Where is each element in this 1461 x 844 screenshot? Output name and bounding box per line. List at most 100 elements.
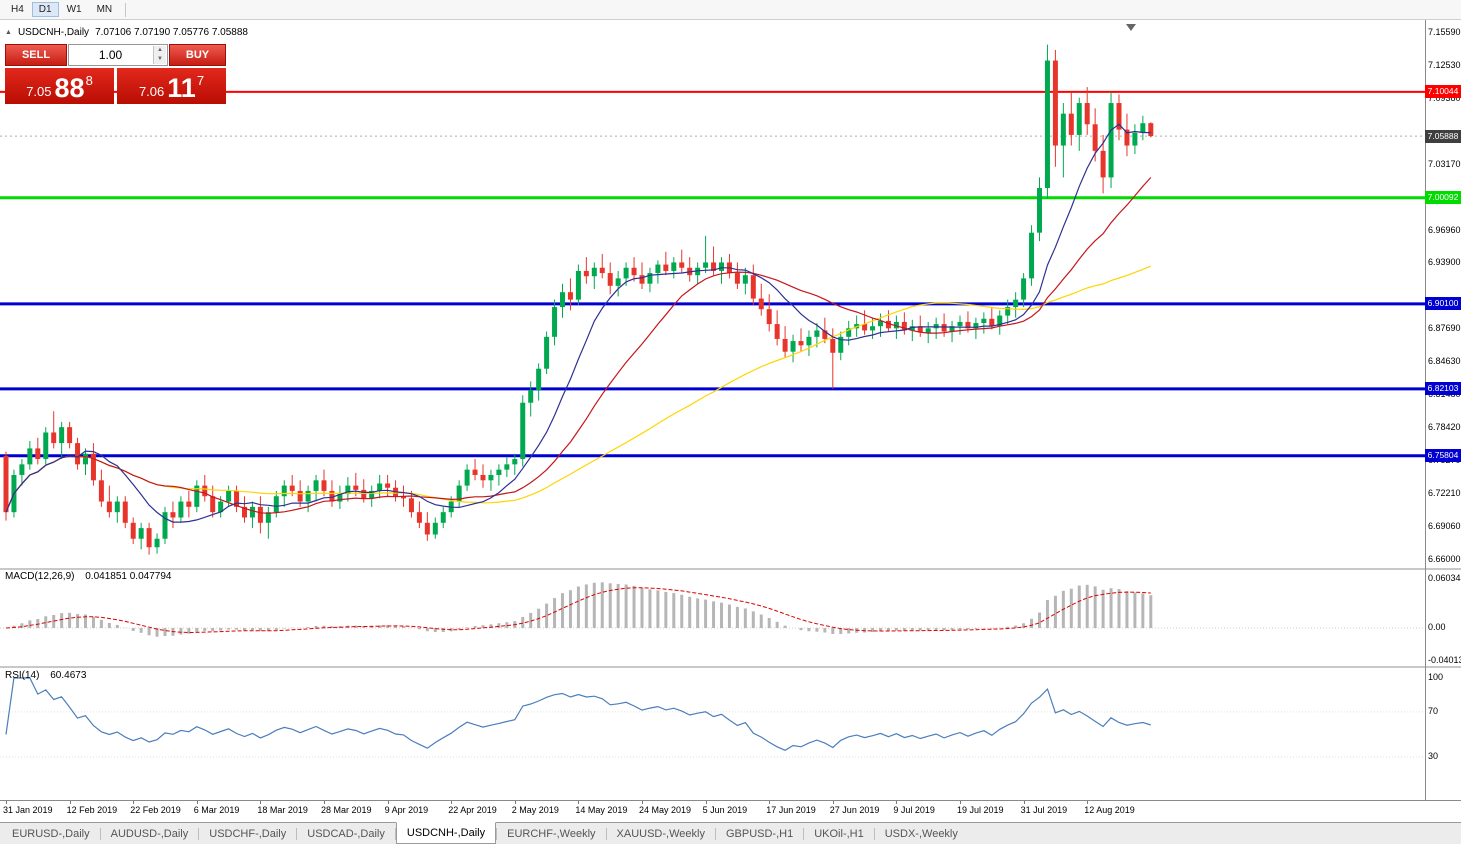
chart-window[interactable]: ▲ USDCNH-,Daily 7.07106 7.07190 7.05776 … [0, 20, 1461, 822]
buy-price-head: 7.06 [138, 84, 165, 99]
chart-tab-usdchf-daily[interactable]: USDCHF-,Daily [209, 827, 287, 840]
rsi-scale-label: 70 [1428, 705, 1439, 716]
hline-price-tag[interactable]: 6.75804 [1425, 449, 1461, 463]
rsi-indicator-label: RSI(14) 60.4673 [5, 670, 86, 681]
tab-separator [496, 827, 498, 840]
date-label: 5 Jun 2019 [702, 805, 748, 815]
tab-separator [605, 827, 607, 840]
buy-price-big: 11 [167, 73, 196, 103]
sell-price-button[interactable]: 7.05 88 8 [5, 68, 114, 104]
collapse-trade-panel-icon[interactable]: ▲ [5, 29, 12, 36]
sell-button[interactable]: SELL [5, 44, 67, 66]
price-axis-label: 7.03170 [1428, 158, 1461, 169]
date-label: 24 May 2019 [639, 805, 692, 815]
price-axis-label: 6.96960 [1428, 224, 1461, 235]
chart-tab-bar: EURUSD-,Daily AUDUSD-,Daily USDCHF-,Daily U… [0, 822, 1461, 844]
date-tick [1087, 801, 1089, 804]
date-tick [133, 801, 135, 804]
date-tick [705, 801, 707, 804]
date-tick [769, 801, 771, 804]
hline-price-tag[interactable]: 6.90100 [1425, 297, 1461, 311]
date-label: 6 Mar 2019 [193, 805, 240, 815]
chart-tab-eurchf-weekly[interactable]: EURCHF-,Weekly [507, 827, 596, 840]
date-label: 27 Jun 2019 [829, 805, 880, 815]
date-label: 12 Feb 2019 [66, 805, 118, 815]
rsi-scale-label: 100 [1428, 672, 1444, 682]
chart-title: ▲ USDCNH-,Daily 7.07106 7.07190 7.05776 … [5, 27, 248, 38]
volume-field: ▲ ▼ [68, 44, 168, 66]
timeframe-button-mn[interactable]: MN [96, 4, 113, 15]
price-axis-label: 6.72210 [1428, 487, 1461, 498]
date-tick [896, 801, 898, 804]
price-axis-label: 6.93900 [1428, 257, 1461, 268]
date-label: 28 Mar 2019 [321, 805, 372, 815]
date-tick [387, 801, 389, 804]
toolbar-separator [125, 2, 127, 17]
date-label: 31 Jan 2019 [3, 805, 53, 815]
macd-values: 0.041851 0.047794 [85, 571, 172, 582]
rsi-value: 60.4673 [50, 670, 87, 681]
date-tick [578, 801, 580, 804]
price-axis-label: 6.69060 [1428, 521, 1461, 532]
volume-up-icon[interactable]: ▲ [154, 46, 166, 55]
price-axis-label: 6.84630 [1428, 356, 1461, 366]
chart-tab-usdx-weekly[interactable]: USDX-,Weekly [884, 827, 958, 840]
macd-scale-label: -0.040136 [1428, 654, 1461, 665]
tab-separator [394, 827, 396, 840]
price-axis-label: 6.66000 [1428, 553, 1461, 564]
timeframe-button-w1[interactable]: W1 [66, 4, 82, 15]
tab-separator [198, 827, 200, 840]
price-axis-label: 7.12530 [1428, 59, 1461, 70]
volume-spinner[interactable]: ▲ ▼ [153, 46, 166, 64]
current-price-tag: 7.05888 [1425, 129, 1461, 143]
date-tick [642, 801, 643, 804]
date-label: 18 Mar 2019 [257, 805, 308, 815]
tab-separator [296, 827, 298, 840]
date-tick [196, 801, 198, 804]
chart-canvas[interactable] [0, 20, 1461, 822]
sell-price-sup: 8 [85, 73, 93, 88]
date-tick [514, 801, 516, 804]
chart-shift-marker-icon[interactable] [1126, 24, 1136, 31]
macd-scale-label: 0.00 [1428, 622, 1446, 632]
chart-tab-audusd-daily[interactable]: AUDUSD-,Daily [110, 827, 189, 840]
hline-price-tag[interactable]: 6.82103 [1425, 382, 1461, 396]
volume-down-icon[interactable]: ▼ [154, 55, 166, 64]
buy-price-button[interactable]: 7.06 11 7 [117, 68, 226, 104]
sell-price-head: 7.05 [26, 84, 52, 99]
timeframe-button-d1[interactable]: D1 [31, 2, 59, 17]
hline-price-tag[interactable]: 7.10044 [1425, 85, 1461, 99]
hline-price-tag[interactable]: 7.00092 [1425, 191, 1461, 205]
tab-separator [714, 827, 716, 840]
tab-separator [803, 827, 805, 840]
buy-button[interactable]: BUY [169, 44, 226, 66]
volume-input[interactable] [69, 48, 152, 62]
price-scale[interactable]: 7.155907.125307.093807.031706.969606.939… [1425, 20, 1461, 800]
chart-ohlc-values: 7.07106 7.07190 7.05776 7.05888 [95, 27, 248, 38]
date-label: 2 May 2019 [511, 805, 559, 815]
buy-price-sup: 7 [196, 73, 205, 88]
chart-tab-xauusd-weekly[interactable]: XAUUSD-,Weekly [616, 827, 705, 840]
time-scale[interactable]: 31 Jan 2019 12 Feb 2019 22 Feb 2019 6 Mar 2… [0, 800, 1461, 822]
chart-tab-gbpusd-h1[interactable]: GBPUSD-,H1 [725, 827, 794, 840]
one-click-trade-panel: SELL ▲ ▼ BUY 7.05 88 8 7.06 [5, 44, 226, 104]
chart-tab-usdcad-daily[interactable]: USDCAD-,Daily [307, 827, 385, 840]
rsi-name: RSI(14) [5, 670, 40, 681]
macd-indicator-label: MACD(12,26,9) 0.041851 0.047794 [5, 571, 171, 582]
chart-tab-ukoil-h1[interactable]: UKOil-,H1 [814, 827, 864, 840]
tab-separator [873, 827, 875, 840]
timeframe-toolbar: H4 D1 W1 MN [0, 0, 1461, 20]
date-tick [324, 801, 325, 804]
timeframe-button-h4[interactable]: H4 [11, 4, 24, 15]
price-axis-label: 6.78420 [1428, 422, 1461, 432]
chart-tab-eurusd-daily[interactable]: EURUSD-,Daily [12, 827, 90, 840]
chart-tab-usdcnh-daily[interactable]: USDCNH-,Daily [395, 822, 497, 844]
sell-price-big: 88 [54, 73, 85, 103]
date-label: 9 Apr 2019 [384, 805, 429, 815]
date-label: 14 May 2019 [575, 805, 628, 815]
date-tick [6, 801, 7, 804]
chart-symbol-label: USDCNH-,Daily [17, 27, 90, 38]
date-tick [832, 801, 834, 804]
date-tick [960, 801, 961, 804]
